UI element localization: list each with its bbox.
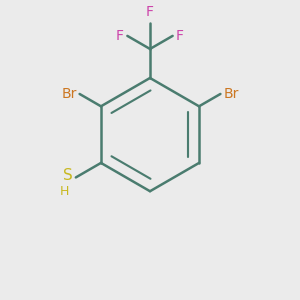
Text: H: H: [60, 185, 70, 198]
Text: S: S: [63, 169, 72, 184]
Text: F: F: [116, 29, 124, 43]
Text: F: F: [176, 29, 184, 43]
Text: Br: Br: [223, 87, 239, 101]
Text: Br: Br: [61, 87, 77, 101]
Text: F: F: [146, 5, 154, 19]
